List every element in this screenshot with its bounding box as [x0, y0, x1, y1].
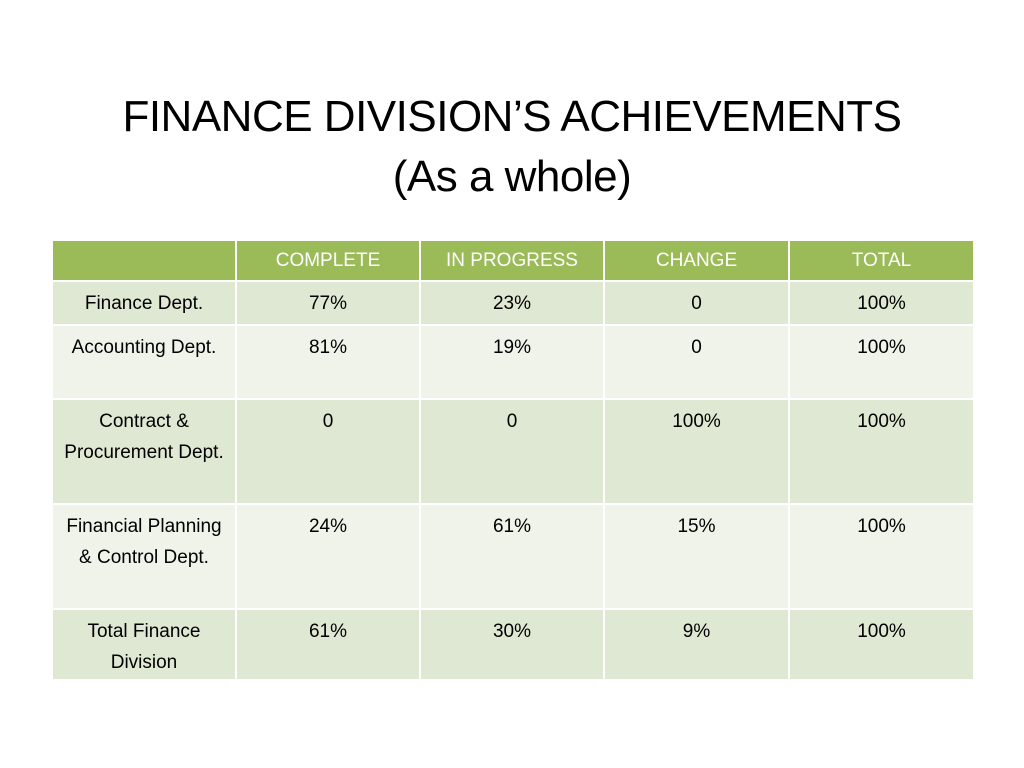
header-cell-total: TOTAL: [788, 239, 975, 282]
table-row: Finance Dept. 77% 23% 0 100%: [51, 280, 975, 326]
title-line-2: (As a whole): [392, 152, 632, 202]
row-label: Contract & Procurement Dept.: [51, 398, 237, 505]
row-label: Financial Planning & Control Dept.: [51, 503, 237, 610]
cell-complete: 0: [235, 398, 421, 505]
cell-complete: 81%: [235, 324, 421, 400]
cell-in-progress: 61%: [419, 503, 605, 610]
row-label: Accounting Dept.: [51, 324, 237, 400]
table-row: Accounting Dept. 81% 19% 0 100%: [51, 324, 975, 400]
header-cell-change: CHANGE: [603, 239, 790, 282]
cell-complete: 61%: [235, 608, 421, 681]
header-cell-empty: [51, 239, 237, 282]
row-label: Finance Dept.: [51, 280, 237, 326]
table-row: Total Finance Division 61% 30% 9% 100%: [51, 608, 975, 681]
cell-complete: 24%: [235, 503, 421, 610]
table-row: Financial Planning & Control Dept. 24% 6…: [51, 503, 975, 610]
table-row: Contract & Procurement Dept. 0 0 100% 10…: [51, 398, 975, 505]
cell-in-progress: 23%: [419, 280, 605, 326]
cell-total: 100%: [788, 608, 975, 681]
cell-complete: 77%: [235, 280, 421, 326]
cell-in-progress: 30%: [419, 608, 605, 681]
header-cell-in-progress: IN PROGRESS: [419, 239, 605, 282]
cell-change: 100%: [603, 398, 790, 505]
cell-total: 100%: [788, 503, 975, 610]
cell-in-progress: 0: [419, 398, 605, 505]
cell-total: 100%: [788, 324, 975, 400]
header-cell-complete: COMPLETE: [235, 239, 421, 282]
row-label: Total Finance Division: [51, 608, 237, 681]
table-header-row: COMPLETE IN PROGRESS CHANGE TOTAL: [51, 239, 975, 282]
cell-in-progress: 19%: [419, 324, 605, 400]
cell-total: 100%: [788, 398, 975, 505]
cell-change: 9%: [603, 608, 790, 681]
cell-change: 0: [603, 280, 790, 326]
cell-change: 15%: [603, 503, 790, 610]
cell-total: 100%: [788, 280, 975, 326]
title-line-1: FINANCE DIVISION’S ACHIEVEMENTS: [122, 92, 902, 142]
achievements-table: COMPLETE IN PROGRESS CHANGE TOTAL Financ…: [51, 239, 975, 681]
slide-title: FINANCE DIVISION’S ACHIEVEMENTS (As a wh…: [0, 87, 1024, 207]
cell-change: 0: [603, 324, 790, 400]
